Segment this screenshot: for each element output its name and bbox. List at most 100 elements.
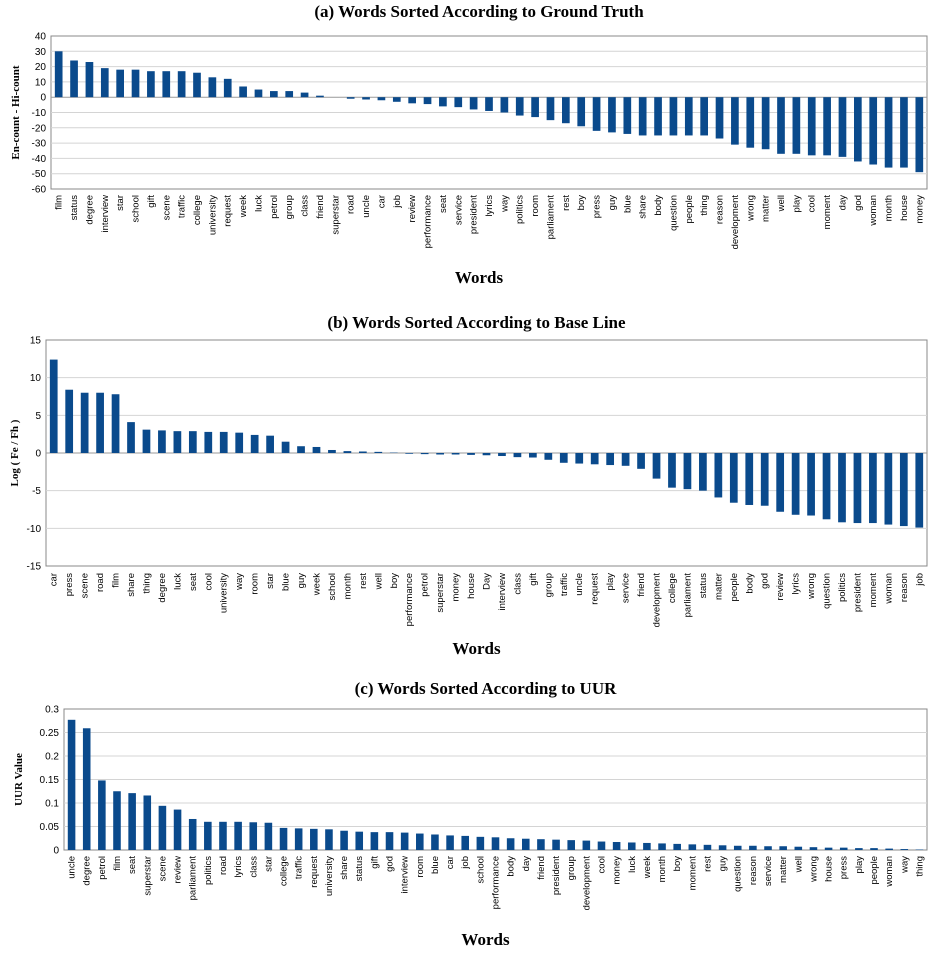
x-tick-label: parliament — [682, 573, 693, 618]
x-axis-label-a: Words — [455, 268, 504, 287]
bar-question — [669, 97, 678, 136]
x-tick-label: moment — [822, 195, 833, 230]
x-tick-label: class — [512, 573, 523, 595]
bar-service — [621, 453, 630, 466]
bar-moment — [688, 844, 697, 850]
x-tick-label: college — [192, 195, 203, 225]
x-tick-label: month — [342, 573, 353, 599]
bar-school — [328, 449, 336, 453]
bar-reason — [899, 453, 908, 527]
x-tick-label: interview — [497, 573, 508, 611]
x-tick-label: politics — [203, 856, 214, 885]
x-tick-label: film — [111, 573, 122, 588]
x-tick-label: play — [605, 573, 616, 591]
bar-god — [854, 97, 862, 162]
x-tick-label: luck — [627, 856, 638, 873]
bar-car — [49, 359, 58, 453]
bar-share — [638, 97, 647, 136]
bar-petrol — [98, 780, 106, 850]
bar-school — [476, 836, 485, 850]
x-tick-label: god — [760, 573, 771, 589]
x-tick-label: friend — [636, 573, 647, 597]
x-tick-label: petrol — [269, 195, 280, 219]
bar-development — [652, 453, 661, 479]
y-tick-label: 40 — [35, 32, 47, 43]
x-tick-label: degree — [84, 195, 95, 225]
x-tick-label: performance — [423, 195, 434, 248]
x-tick-label: star — [265, 573, 276, 589]
x-tick-label: college — [667, 573, 678, 603]
bar-house — [467, 453, 475, 455]
bar-film — [113, 791, 121, 850]
x-tick-label: body — [744, 573, 755, 594]
x-tick-label: share — [126, 573, 137, 597]
bar-job — [392, 97, 401, 102]
x-tick-label: group — [566, 856, 577, 880]
y-tick-label: -50 — [32, 169, 47, 180]
bar-people — [729, 453, 738, 503]
x-tick-label: money — [612, 856, 623, 885]
x-tick-label: wrong — [808, 856, 819, 883]
bar-month — [658, 843, 666, 850]
x-tick-label: superstar — [142, 856, 153, 896]
x-tick-label: service — [453, 195, 464, 225]
y-tick-label: -10 — [27, 524, 42, 535]
bar-woman — [869, 97, 878, 165]
x-tick-label: money — [451, 573, 462, 602]
x-tick-label: moment — [868, 573, 879, 608]
bar-matter — [779, 846, 787, 850]
x-tick-label: cool — [203, 573, 214, 590]
x-tick-label: job — [392, 195, 403, 209]
x-tick-label: reason — [748, 856, 759, 885]
bar-review — [776, 453, 785, 512]
x-tick-label: month — [884, 195, 895, 221]
bar-scene — [162, 71, 171, 98]
bar-job — [461, 835, 470, 850]
x-tick-label: development — [581, 856, 592, 911]
bar-performance — [491, 837, 500, 850]
bar-class — [300, 92, 309, 98]
bar-politics — [515, 97, 524, 116]
x-tick-label: friend — [536, 856, 547, 880]
bar-blue — [431, 834, 439, 850]
y-tick-label: -40 — [32, 154, 47, 165]
y-tick-label: -20 — [32, 123, 47, 134]
x-tick-label: interview — [400, 856, 411, 894]
y-tick-label: 0 — [53, 846, 59, 857]
bar-degree — [82, 728, 91, 850]
bar-house — [900, 97, 908, 168]
y-tick-label: 30 — [35, 47, 47, 58]
x-tick-label: guy — [718, 856, 729, 872]
x-axis-label-c: Words — [461, 930, 510, 949]
x-tick-label: thing — [699, 195, 710, 216]
x-tick-label: room — [415, 856, 426, 878]
bar-friend — [637, 453, 645, 469]
x-tick-label: performance — [404, 573, 415, 626]
bar-service — [764, 846, 772, 850]
y-tick-label: -10 — [32, 108, 47, 119]
x-tick-label: college — [279, 856, 290, 886]
x-tick-label: request — [309, 856, 320, 888]
bar-status — [699, 453, 707, 491]
bar-gift — [370, 832, 379, 850]
x-tick-label: blue — [281, 573, 292, 591]
x-tick-label: class — [300, 195, 311, 217]
x-tick-label: Day — [482, 573, 493, 590]
x-tick-label: car — [376, 195, 387, 208]
bar-money — [915, 97, 924, 173]
bar-wrong — [809, 847, 818, 850]
x-tick-label: car — [445, 856, 456, 869]
bar-film — [54, 51, 63, 98]
y-tick-label: 0.25 — [40, 728, 60, 739]
x-tick-label: interview — [100, 195, 111, 233]
x-tick-label: school — [131, 195, 142, 222]
bar-boy — [673, 843, 681, 850]
y-tick-label: -15 — [27, 562, 42, 573]
x-tick-label: traffic — [559, 573, 570, 596]
bar-gift — [147, 71, 155, 98]
bar-interview — [100, 68, 109, 98]
bar-request — [590, 453, 599, 465]
bar-guy — [608, 97, 616, 133]
x-tick-label: matter — [713, 573, 724, 600]
x-tick-label: petrol — [97, 856, 108, 880]
